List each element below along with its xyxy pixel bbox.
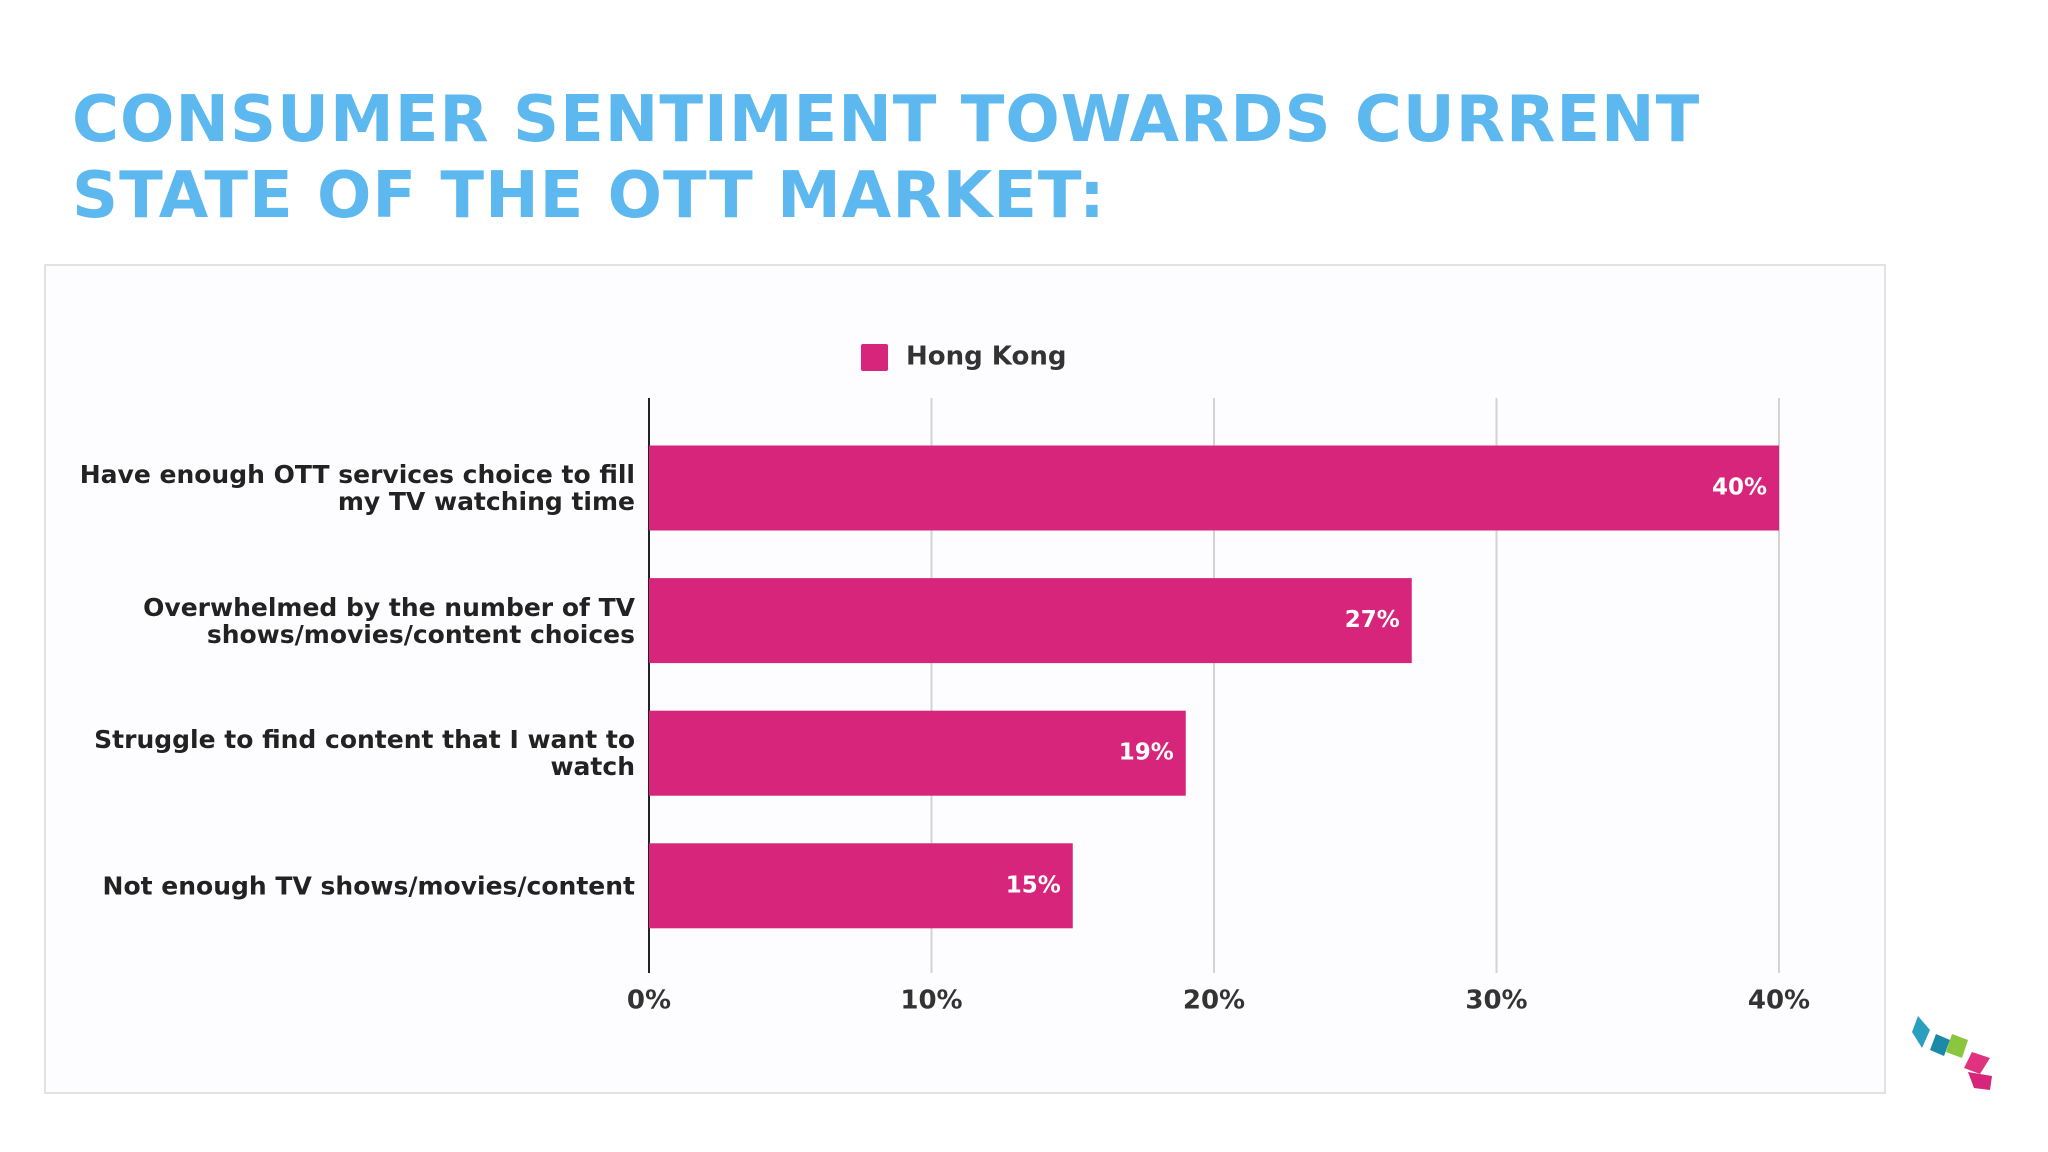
y-tick-label: Not enough TV shows/movies/content [102, 871, 635, 901]
bar [649, 578, 1412, 664]
value-label: 27% [1345, 607, 1400, 633]
y-tick-label: Overwhelmed by the number of TV shows/mo… [143, 592, 635, 649]
legend-label: Hong Kong [906, 342, 1066, 372]
value-label: 15% [1006, 872, 1061, 898]
bar [649, 445, 1779, 531]
bar [649, 710, 1186, 796]
value-label: 19% [1119, 740, 1174, 766]
value-label: 40% [1712, 475, 1767, 501]
y-tick-label: Struggle to find content that I want to … [94, 725, 635, 782]
chart-frame [44, 264, 1886, 1094]
x-tick-label: 40% [1748, 986, 1810, 1016]
page-title: CONSUMER SENTIMENT TOWARDS CURRENT STATE… [72, 83, 1701, 233]
legend-swatch [861, 344, 888, 371]
y-tick-label: Have enough OTT services choice to fill … [79, 460, 635, 516]
x-tick-label: 30% [1465, 986, 1527, 1016]
x-tick-label: 10% [900, 986, 962, 1016]
bar [649, 843, 1073, 929]
x-tick-label: 20% [1183, 986, 1245, 1016]
logo [1912, 1016, 1992, 1090]
x-tick-label: 0% [627, 986, 671, 1016]
